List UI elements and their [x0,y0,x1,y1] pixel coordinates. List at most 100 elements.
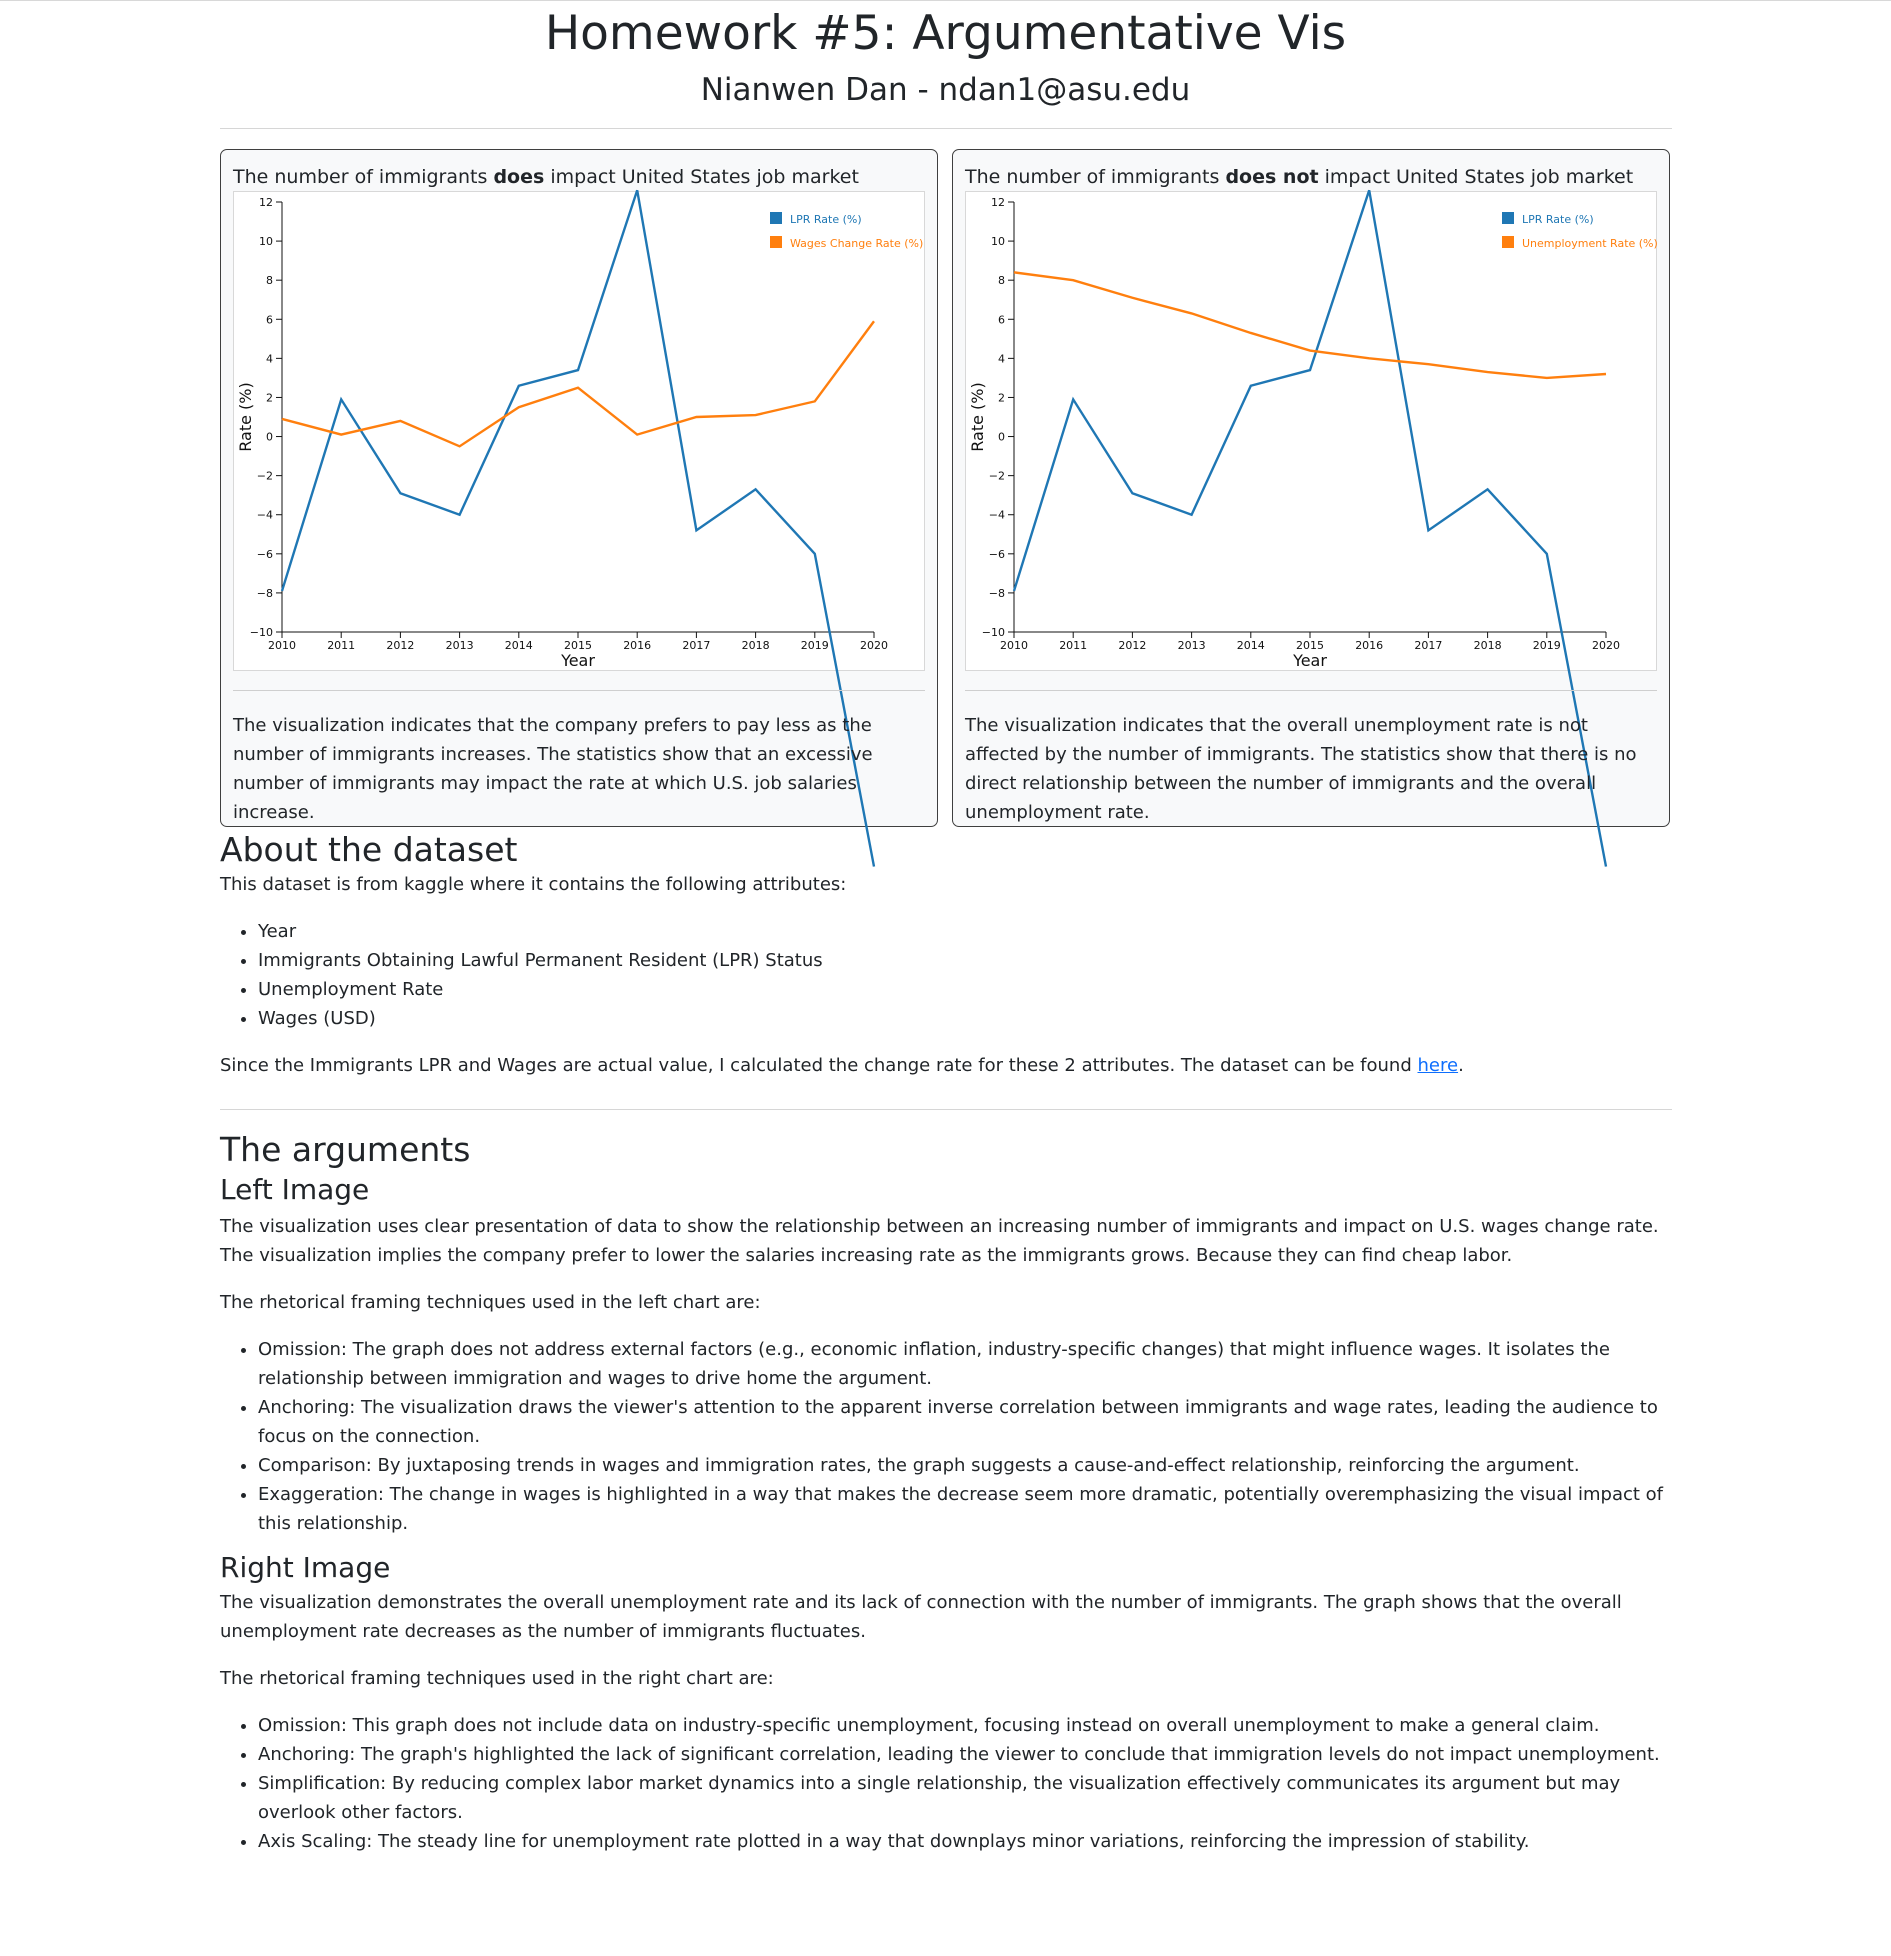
x-axis-title: Year [1292,651,1327,670]
y-tick-label: 6 [998,313,1005,326]
x-tick-label: 2014 [505,639,533,652]
y-tick-label: 10 [991,235,1005,248]
y-tick-label: 2 [266,391,273,404]
left-techniques-list: Omission: The graph does not address ext… [220,1335,1680,1538]
card-description-right: The visualization indicates that the ove… [965,715,1637,823]
x-tick-label: 2018 [1474,639,1502,652]
y-axis-title: Rate (%) [968,382,987,451]
right-image-heading: Right Image [220,1551,391,1584]
y-tick-label: 12 [991,196,1005,209]
about-note: Since the Immigrants LPR and Wages are a… [220,1051,1680,1080]
right-techniques-list: Omission: This graph does not include da… [220,1711,1680,1856]
y-tick-label: 6 [266,313,273,326]
list-item: Anchoring: The visualization draws the v… [258,1393,1680,1451]
page-title: Homework #5: Argumentative Vis [544,6,1347,61]
y-tick-label: −4 [989,509,1005,522]
card-right: The number of immigrants does not impact… [952,149,1670,867]
x-tick-label: 2016 [623,639,651,652]
page-subtitle: Nianwen Dan - ndan1@asu.edu [700,72,1191,108]
x-tick-label: 2011 [1059,639,1087,652]
card-left: The number of immigrants does impact Uni… [220,149,938,867]
x-tick-label: 2010 [268,639,296,652]
list-item: Comparison: By juxtaposing trends in wag… [258,1451,1680,1480]
x-tick-label: 2017 [1414,639,1442,652]
y-tick-label: −8 [989,587,1005,600]
about-section: About the dataset This dataset is from k… [220,830,1680,1080]
card-title-emphasis: does [493,166,545,188]
x-tick-label: 2012 [1118,639,1146,652]
y-tick-label: −8 [257,587,273,600]
attribute-list: Year Immigrants Obtaining Lawful Permane… [220,917,1680,1033]
section-divider [220,1109,1672,1110]
card-title-suffix: impact United States job market [544,166,859,188]
legend-label: LPR Rate (%) [1522,213,1594,226]
arguments-heading: The arguments [220,1130,471,1169]
y-tick-label: 2 [998,391,1005,404]
x-tick-label: 2018 [742,639,770,652]
x-tick-label: 2020 [860,639,888,652]
x-axis-title: Year [560,651,595,670]
line-chart-right: −10 −8 −6 −4 −2 0 2 4 6 8 10 12 2010 2011 2012 2013 2014… [968,189,1658,867]
header-divider [220,128,1672,129]
list-item: Unemployment Rate [258,975,1680,1004]
card-description-left: The visualization indicates that the com… [233,715,873,823]
y-tick-label: −10 [250,626,273,639]
x-tick-label: 2015 [1296,639,1324,652]
card-title-left: The number of immigrants does impact Uni… [233,166,859,188]
legend-label: Unemployment Rate (%) [1522,237,1658,250]
about-heading: About the dataset [220,830,518,869]
about-intro: This dataset is from kaggle where it con… [220,874,847,895]
x-tick-label: 2011 [327,639,355,652]
x-tick-label: 2015 [564,639,592,652]
legend-swatch [770,236,782,248]
y-tick-label: 12 [259,196,273,209]
series-line-1 [280,189,876,867]
dataset-link[interactable]: here [1417,1055,1459,1076]
card-title-right: The number of immigrants does not impact… [965,166,1633,188]
right-techniques-intro: The rhetorical framing techniques used i… [220,1668,774,1689]
chart-box-right: −10 −8 −6 −4 −2 0 2 4 6 8 10 12 2010 2011 2012 2013 2014… [965,189,1658,867]
legend-swatch [1502,236,1514,248]
list-item: Axis Scaling: The steady line for unempl… [258,1827,1680,1856]
x-tick-label: 2019 [801,639,829,652]
list-item: Omission: This graph does not include da… [258,1711,1680,1740]
series-line-2 [1013,271,1607,380]
arguments-section: The arguments Left Image The visualizati… [220,1130,1680,1856]
y-tick-label: −2 [257,470,273,483]
x-tick-label: 2010 [1000,639,1028,652]
list-item: Omission: The graph does not address ext… [258,1335,1680,1393]
x-tick-label: 2016 [1355,639,1383,652]
legend-label: Wages Change Rate (%) [790,237,923,250]
x-tick-label: 2020 [1592,639,1620,652]
card-divider [233,690,925,691]
list-item: Immigrants Obtaining Lawful Permanent Re… [258,946,1680,975]
list-item: Exaggeration: The change in wages is hig… [258,1480,1680,1538]
card-title-prefix: The number of immigrants [965,166,1226,188]
legend-swatch [1502,212,1514,224]
y-tick-label: −10 [982,626,1005,639]
left-image-heading: Left Image [220,1173,370,1206]
x-tick-label: 2013 [1178,639,1206,652]
x-tick-label: 2019 [1533,639,1561,652]
page-header: Homework #5: Argumentative Vis Nianwen D… [0,2,1891,110]
legend-label: LPR Rate (%) [790,213,862,226]
card-title-suffix: impact United States job market [1318,166,1634,188]
y-tick-label: −6 [989,548,1005,561]
y-tick-label: 10 [259,235,273,248]
y-tick-label: 4 [266,352,273,365]
line-chart-left: −10 −8 −6 −4 −2 0 2 4 6 8 10 12 2010 2011 2012 2013 2014… [236,189,923,867]
about-note-text: Since the Immigrants LPR and Wages are a… [220,1055,1418,1076]
series-line-2 [281,320,875,448]
y-tick-label: −4 [257,509,273,522]
left-techniques-intro: The rhetorical framing techniques used i… [220,1292,761,1313]
y-tick-label: 4 [998,352,1005,365]
x-tick-label: 2013 [446,639,474,652]
right-image-paragraph: The visualization demonstrates the overa… [220,1592,1622,1642]
legend-swatch [770,212,782,224]
x-tick-label: 2014 [1237,639,1265,652]
list-item: Anchoring: The graph's highlighted the l… [258,1740,1680,1769]
series-line-1 [1012,189,1608,867]
left-image-paragraph: The visualization uses clear presentatio… [220,1216,1659,1266]
y-tick-label: 0 [998,431,1005,444]
y-tick-label: 0 [266,431,273,444]
